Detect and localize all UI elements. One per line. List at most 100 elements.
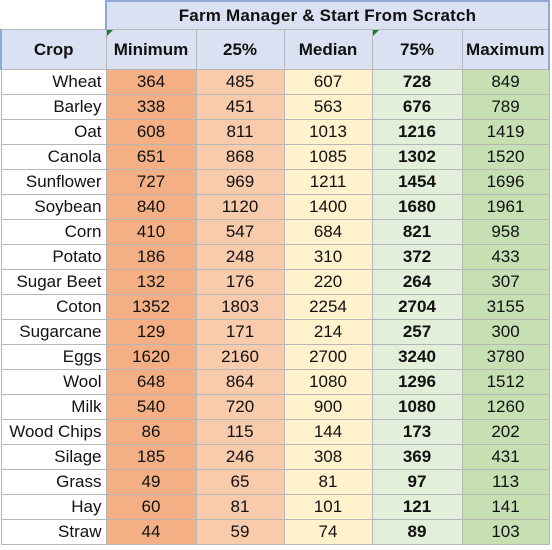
crop-name-cell[interactable]: Sugar Beet (0, 269, 107, 295)
median-value-cell[interactable]: 684 (283, 219, 373, 245)
p25-value-cell[interactable]: 65 (195, 469, 285, 495)
minimum-value-cell[interactable]: 44 (105, 519, 197, 545)
p25-value-cell[interactable]: 81 (195, 494, 285, 520)
maximum-value-cell[interactable]: 1520 (461, 144, 550, 170)
blank-corner-cell[interactable] (1, 1, 107, 30)
minimum-value-cell[interactable]: 185 (105, 444, 197, 470)
p75-value-cell[interactable]: 1080 (371, 394, 463, 420)
minimum-value-cell[interactable]: 648 (105, 369, 197, 395)
median-value-cell[interactable]: 1013 (283, 119, 373, 145)
median-value-cell[interactable]: 563 (283, 94, 373, 120)
median-value-cell[interactable]: 308 (283, 444, 373, 470)
table-title[interactable]: Farm Manager & Start From Scratch (105, 0, 550, 30)
maximum-value-cell[interactable]: 103 (461, 519, 550, 545)
crop-name-cell[interactable]: Wool (0, 369, 107, 395)
median-value-cell[interactable]: 2700 (283, 344, 373, 370)
crop-name-cell[interactable]: Milk (0, 394, 107, 420)
crop-name-cell[interactable]: Sunflower (0, 169, 107, 195)
median-value-cell[interactable]: 220 (283, 269, 373, 295)
p75-value-cell[interactable]: 2704 (371, 294, 463, 320)
p75-value-cell[interactable]: 97 (371, 469, 463, 495)
p75-value-cell[interactable]: 372 (371, 244, 463, 270)
header-minimum[interactable]: Minimum (105, 29, 197, 70)
p25-value-cell[interactable]: 864 (195, 369, 285, 395)
p75-value-cell[interactable]: 728 (371, 69, 463, 95)
p25-value-cell[interactable]: 811 (195, 119, 285, 145)
minimum-value-cell[interactable]: 186 (105, 244, 197, 270)
minimum-value-cell[interactable]: 132 (105, 269, 197, 295)
p75-value-cell[interactable]: 173 (371, 419, 463, 445)
minimum-value-cell[interactable]: 1352 (105, 294, 197, 320)
maximum-value-cell[interactable]: 433 (461, 244, 550, 270)
p25-value-cell[interactable]: 59 (195, 519, 285, 545)
p75-value-cell[interactable]: 1680 (371, 194, 463, 220)
median-value-cell[interactable]: 74 (283, 519, 373, 545)
p75-value-cell[interactable]: 257 (371, 319, 463, 345)
p25-value-cell[interactable]: 246 (195, 444, 285, 470)
median-value-cell[interactable]: 214 (283, 319, 373, 345)
median-value-cell[interactable]: 101 (283, 494, 373, 520)
p25-value-cell[interactable]: 720 (195, 394, 285, 420)
p25-value-cell[interactable]: 2160 (195, 344, 285, 370)
maximum-value-cell[interactable]: 1961 (461, 194, 550, 220)
p75-value-cell[interactable]: 121 (371, 494, 463, 520)
p25-value-cell[interactable]: 171 (195, 319, 285, 345)
minimum-value-cell[interactable]: 608 (105, 119, 197, 145)
p75-value-cell[interactable]: 369 (371, 444, 463, 470)
maximum-value-cell[interactable]: 1260 (461, 394, 550, 420)
crop-name-cell[interactable]: Coton (0, 294, 107, 320)
maximum-value-cell[interactable]: 1696 (461, 169, 550, 195)
crop-name-cell[interactable]: Wheat (0, 69, 107, 95)
p75-value-cell[interactable]: 264 (371, 269, 463, 295)
median-value-cell[interactable]: 1080 (283, 369, 373, 395)
crop-name-cell[interactable]: Hay (0, 494, 107, 520)
p25-value-cell[interactable]: 176 (195, 269, 285, 295)
minimum-value-cell[interactable]: 86 (105, 419, 197, 445)
p25-value-cell[interactable]: 485 (195, 69, 285, 95)
median-value-cell[interactable]: 900 (283, 394, 373, 420)
median-value-cell[interactable]: 144 (283, 419, 373, 445)
minimum-value-cell[interactable]: 60 (105, 494, 197, 520)
maximum-value-cell[interactable]: 202 (461, 419, 550, 445)
maximum-value-cell[interactable]: 141 (461, 494, 550, 520)
crop-name-cell[interactable]: Silage (0, 444, 107, 470)
p75-value-cell[interactable]: 821 (371, 219, 463, 245)
p25-value-cell[interactable]: 547 (195, 219, 285, 245)
p75-value-cell[interactable]: 676 (371, 94, 463, 120)
median-value-cell[interactable]: 1085 (283, 144, 373, 170)
minimum-value-cell[interactable]: 1620 (105, 344, 197, 370)
p25-value-cell[interactable]: 1120 (195, 194, 285, 220)
minimum-value-cell[interactable]: 651 (105, 144, 197, 170)
crop-name-cell[interactable]: Soybean (0, 194, 107, 220)
minimum-value-cell[interactable]: 338 (105, 94, 197, 120)
maximum-value-cell[interactable]: 113 (461, 469, 550, 495)
p25-value-cell[interactable]: 1803 (195, 294, 285, 320)
minimum-value-cell[interactable]: 727 (105, 169, 197, 195)
p25-value-cell[interactable]: 248 (195, 244, 285, 270)
crop-name-cell[interactable]: Straw (0, 519, 107, 545)
p25-value-cell[interactable]: 451 (195, 94, 285, 120)
maximum-value-cell[interactable]: 307 (461, 269, 550, 295)
median-value-cell[interactable]: 607 (283, 69, 373, 95)
maximum-value-cell[interactable]: 3155 (461, 294, 550, 320)
maximum-value-cell[interactable]: 300 (461, 319, 550, 345)
p25-value-cell[interactable]: 969 (195, 169, 285, 195)
p75-value-cell[interactable]: 1216 (371, 119, 463, 145)
maximum-value-cell[interactable]: 431 (461, 444, 550, 470)
crop-name-cell[interactable]: Eggs (0, 344, 107, 370)
crop-name-cell[interactable]: Barley (0, 94, 107, 120)
p25-value-cell[interactable]: 115 (195, 419, 285, 445)
crop-name-cell[interactable]: Grass (0, 469, 107, 495)
header-25-percent[interactable]: 25% (195, 29, 285, 70)
maximum-value-cell[interactable]: 1512 (461, 369, 550, 395)
header-crop[interactable]: Crop (0, 29, 107, 70)
maximum-value-cell[interactable]: 3780 (461, 344, 550, 370)
median-value-cell[interactable]: 2254 (283, 294, 373, 320)
minimum-value-cell[interactable]: 840 (105, 194, 197, 220)
header-median[interactable]: Median (283, 29, 373, 70)
p75-value-cell[interactable]: 89 (371, 519, 463, 545)
crop-name-cell[interactable]: Corn (0, 219, 107, 245)
crop-name-cell[interactable]: Oat (0, 119, 107, 145)
p75-value-cell[interactable]: 1296 (371, 369, 463, 395)
header-maximum[interactable]: Maximum (461, 29, 550, 70)
